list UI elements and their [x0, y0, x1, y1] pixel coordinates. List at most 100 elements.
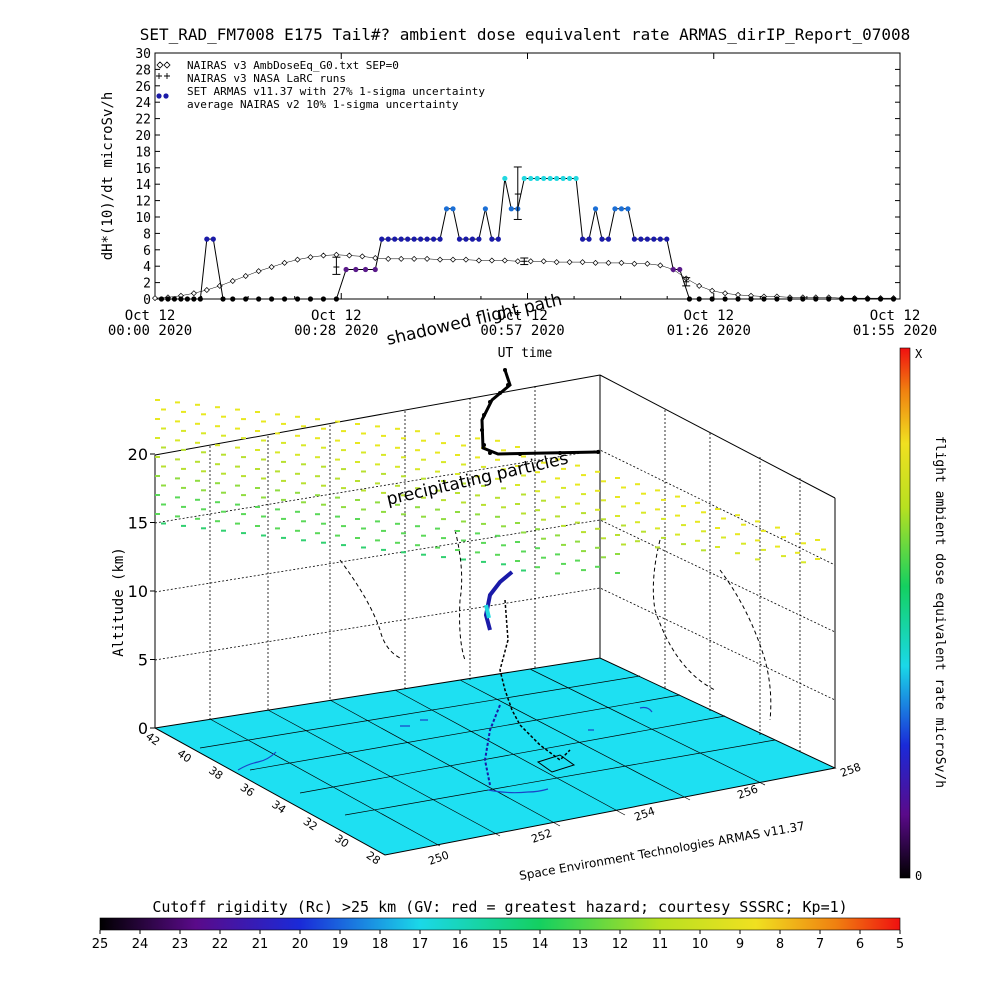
x-tick-label-date: Oct 12: [683, 308, 734, 324]
nairas-v3-point: [657, 262, 664, 269]
set-armas-point: [573, 175, 579, 182]
cutoff-tick-label: 12: [612, 937, 629, 952]
legend-label-nairas-v3: NAIRAS v3 AmbDoseEq_G0.txt SEP=0: [187, 59, 399, 72]
cutoff-tick-label: 15: [492, 937, 509, 952]
x-tick-label-time: 00:57 2020: [480, 323, 564, 339]
y-tick-label: 24: [135, 96, 151, 111]
nairas-v3-point: [579, 259, 586, 266]
nairas-v3-point: [631, 260, 638, 267]
cutoff-tick-label: 16: [452, 937, 469, 952]
y-tick-label: 4: [143, 260, 151, 275]
nairas-v3-point: [190, 290, 197, 297]
set-armas-point: [392, 236, 398, 242]
legend-symbol-set-armas: [156, 93, 169, 99]
set-armas-point: [890, 296, 897, 302]
cutoff-tick-label: 24: [132, 937, 149, 952]
set-armas-point: [651, 236, 657, 242]
y-tick-label: 16: [135, 162, 151, 177]
y-tick-label: 2: [143, 277, 151, 292]
ground-map-grid: [199, 668, 776, 847]
set-armas-point: [664, 236, 670, 242]
cutoff-tick-label: 18: [372, 937, 389, 952]
set-armas-point: [547, 175, 553, 182]
set-armas-point: [178, 296, 184, 302]
y-tick-label: 10: [135, 211, 151, 226]
latitude-tick-label: 38: [206, 764, 225, 783]
x-axis-label: UT time: [498, 346, 553, 361]
set-armas-point: [430, 236, 437, 242]
set-armas-point: [599, 236, 605, 242]
set-armas-point: [489, 236, 495, 242]
set-armas-point: [353, 266, 359, 273]
set-armas-point: [418, 236, 424, 242]
cutoff-rigidity-colorbar-panel: Cutoff rigidity (Rc) >25 km (GV: red = g…: [92, 898, 904, 952]
set-armas-point: [482, 206, 488, 212]
nairas-v3-point: [488, 257, 495, 264]
set-armas-point: [210, 236, 216, 242]
set-armas-point: [508, 206, 514, 212]
set-armas-point: [502, 175, 508, 182]
latitude-tick-label: 36: [238, 781, 257, 800]
y-tick-label: 6: [143, 244, 151, 259]
set-armas-point: [443, 206, 450, 212]
cutoff-tick-label: 13: [572, 937, 589, 952]
cutoff-colorbar-ticks: 25 24 23 22 21 20 19 18 17 16 15 14 13 12 11 10 9 8 7 6 5: [92, 930, 904, 952]
set-armas-point: [722, 296, 728, 302]
x-tick-label-time: 00:28 2020: [294, 323, 378, 339]
set-armas-point: [379, 236, 385, 242]
set-armas-point: [612, 206, 618, 212]
set-armas-point: [398, 236, 404, 242]
set-armas-line: [161, 177, 894, 300]
set-armas-point: [269, 296, 275, 302]
set-armas-point: [677, 266, 683, 273]
nairas-v3-point: [566, 259, 573, 266]
set-armas-point: [411, 236, 417, 242]
dose-colorbar-bottom-label: 0: [915, 869, 922, 883]
set-armas-point: [748, 296, 754, 302]
set-armas-point: [171, 296, 178, 302]
y-tick-label: 20: [135, 129, 151, 144]
nairas-v3-point: [462, 256, 469, 263]
nairas-v3-point: [255, 268, 262, 275]
x-tick-label-date: Oct 12: [125, 308, 176, 324]
legend-label-set-armas: SET ARMAS v11.37 with 27% 1-sigma uncert…: [187, 85, 485, 98]
flight-segment-peak: [484, 604, 491, 619]
set-armas-point: [528, 175, 534, 182]
set-armas-point: [204, 236, 210, 242]
nairas-v3-point: [307, 254, 314, 261]
y-tick-label: 26: [135, 80, 151, 95]
set-armas-point: [230, 296, 236, 302]
set-armas-point: [256, 296, 262, 302]
set-armas-point: [197, 296, 203, 302]
dose-colorbar-label: flight ambient dose equivalent rate micr…: [932, 436, 947, 788]
nairas-v3-point: [398, 255, 405, 262]
flight-segment-high: [480, 369, 599, 456]
legend-symbol-nairas-v3: [156, 61, 171, 69]
dose-colorbar-top-label: X: [915, 347, 923, 361]
nairas-v3-point: [553, 259, 560, 266]
cutoff-tick-label: 6: [856, 937, 864, 952]
latitude-tick-label: 40: [175, 747, 194, 766]
set-armas-point: [709, 296, 715, 302]
set-armas-point: [424, 236, 430, 242]
cutoff-tick-label: 7: [816, 937, 824, 952]
altitude-tick-label: 20: [128, 445, 148, 464]
cutoff-colorbar-title: Cutoff rigidity (Rc) >25 km (GV: red = g…: [152, 898, 847, 916]
time-series-data: [152, 166, 897, 302]
set-armas-point: [696, 296, 702, 302]
ground-map: [153, 657, 837, 856]
nairas-v3-point: [709, 287, 716, 294]
set-armas-point: [800, 296, 806, 302]
set-armas-point: [657, 236, 663, 242]
set-armas-point: [456, 236, 463, 242]
altitude-tick-label: 5: [138, 651, 148, 670]
set-armas-point: [852, 296, 858, 302]
set-armas-point: [220, 296, 226, 302]
set-armas-point: [877, 296, 884, 302]
y-tick-label: 14: [135, 178, 151, 193]
nairas-v3-point: [605, 259, 612, 266]
y-tick-label: 0: [143, 293, 151, 308]
set-armas-point: [541, 175, 547, 182]
